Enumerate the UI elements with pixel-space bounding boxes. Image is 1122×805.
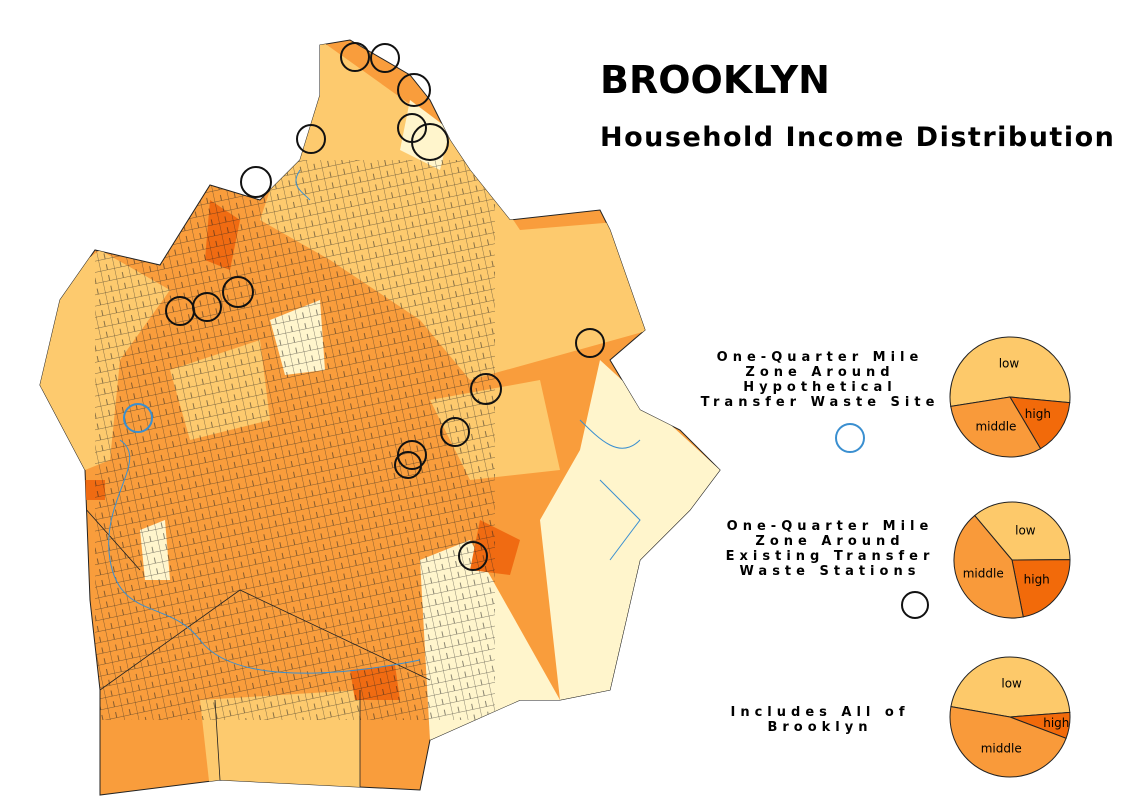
map-subtitle: Household Income Distribution xyxy=(600,122,1115,153)
pie-slice xyxy=(1011,559,1071,618)
pie-slice xyxy=(953,514,1024,619)
pie-slice xyxy=(949,706,1067,778)
pie-slice xyxy=(949,336,1071,407)
slice-label: high xyxy=(1043,716,1069,730)
hypothetical-site-zone xyxy=(123,403,153,433)
slice-label: middle xyxy=(975,419,1016,433)
zone-label: One-Quarter Mile xyxy=(717,350,924,365)
pie-slice xyxy=(1009,396,1071,450)
legend-symbol xyxy=(835,423,865,453)
borough-map xyxy=(39,39,721,796)
slice-label: low xyxy=(1001,677,1022,691)
legend-symbol xyxy=(901,591,929,619)
zone-label: Zone Around xyxy=(745,365,894,380)
slice-label: middle xyxy=(963,566,1004,580)
pie-slice xyxy=(950,396,1042,458)
slice-label: high xyxy=(1025,407,1051,421)
zone-label: Transfer Waste Site xyxy=(701,395,940,410)
map-title: BROOKLYN xyxy=(600,58,830,102)
slice-label: middle xyxy=(981,741,1022,755)
pie-slice xyxy=(974,501,1071,561)
zone-label: Brooklyn xyxy=(767,720,872,735)
zone-label: Existing Transfer xyxy=(726,549,935,564)
pie-slice xyxy=(950,656,1071,718)
slice-label: low xyxy=(1015,524,1036,538)
zone-label: Zone Around xyxy=(755,534,904,549)
existing-station-zones xyxy=(165,42,605,571)
slice-label: high xyxy=(1024,573,1050,587)
zone-label: Includes All of xyxy=(731,705,910,720)
zone-label: Waste Stations xyxy=(740,564,921,579)
tract-areas xyxy=(40,40,720,795)
slice-label: low xyxy=(999,357,1020,371)
zone-label: Hypothetical xyxy=(743,380,896,395)
zone-label: One-Quarter Mile xyxy=(727,519,934,534)
